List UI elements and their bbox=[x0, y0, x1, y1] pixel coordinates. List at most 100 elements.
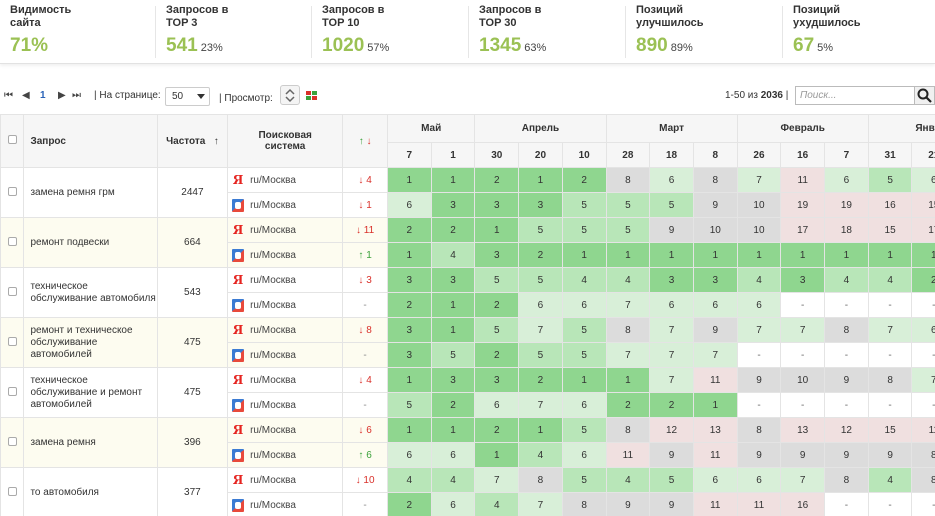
position-cell[interactable]: 4 bbox=[605, 467, 651, 493]
position-cell[interactable]: 1 bbox=[430, 292, 476, 318]
position-cell[interactable]: 6 bbox=[561, 392, 607, 418]
query-text[interactable]: ремонт и техническое обслуживание автомо… bbox=[23, 317, 158, 368]
position-cell[interactable]: 4 bbox=[518, 442, 563, 468]
position-cell[interactable]: 2 bbox=[649, 392, 694, 418]
position-cell[interactable]: 6 bbox=[736, 292, 782, 318]
position-cell[interactable]: 3 bbox=[474, 367, 520, 393]
position-cell[interactable]: - bbox=[824, 392, 869, 418]
position-cell[interactable]: 2 bbox=[386, 217, 432, 243]
position-cell[interactable]: 5 bbox=[518, 267, 563, 293]
header-engine[interactable]: Поисковая система bbox=[227, 114, 344, 168]
position-cell[interactable]: 3 bbox=[474, 242, 520, 268]
position-cell[interactable]: - bbox=[867, 392, 913, 418]
position-cell[interactable]: 6 bbox=[386, 192, 432, 218]
position-cell[interactable]: 8 bbox=[605, 167, 651, 193]
per-page-select[interactable]: 50 bbox=[165, 87, 210, 106]
position-cell[interactable]: 9 bbox=[780, 442, 826, 468]
position-cell[interactable]: 6 bbox=[518, 292, 563, 318]
position-cell[interactable]: 6 bbox=[692, 467, 738, 493]
position-cell[interactable]: 2 bbox=[474, 292, 520, 318]
position-cell[interactable]: 1 bbox=[518, 417, 563, 443]
position-cell[interactable]: - bbox=[736, 392, 782, 418]
position-cell[interactable]: 8 bbox=[518, 467, 563, 493]
position-cell[interactable]: 3 bbox=[649, 267, 694, 293]
position-cell[interactable]: 9 bbox=[824, 367, 869, 393]
position-cell[interactable]: 1 bbox=[386, 367, 432, 393]
position-cell[interactable]: 10 bbox=[780, 367, 826, 393]
position-cell[interactable]: 7 bbox=[518, 317, 563, 343]
date-header[interactable]: 30 bbox=[474, 142, 520, 168]
position-cell[interactable]: 10 bbox=[736, 217, 782, 243]
date-header[interactable]: 28 bbox=[605, 142, 651, 168]
position-cell[interactable]: 7 bbox=[649, 342, 694, 368]
position-cell[interactable]: 1 bbox=[561, 367, 607, 393]
position-cell[interactable]: - bbox=[780, 292, 826, 318]
position-cell[interactable]: 1 bbox=[386, 417, 432, 443]
position-cell[interactable]: 7 bbox=[867, 317, 913, 343]
query-text[interactable]: замена ремня bbox=[23, 417, 158, 468]
position-cell[interactable]: 5 bbox=[561, 467, 607, 493]
position-cell[interactable]: 4 bbox=[605, 267, 651, 293]
position-cell[interactable]: 15 bbox=[867, 417, 913, 443]
position-cell[interactable]: 5 bbox=[430, 342, 476, 368]
row-checkbox[interactable] bbox=[7, 286, 17, 296]
position-cell[interactable]: 5 bbox=[518, 217, 563, 243]
search-input[interactable]: Поиск... bbox=[795, 86, 915, 105]
position-cell[interactable]: - bbox=[780, 342, 826, 368]
position-cell[interactable]: - bbox=[867, 342, 913, 368]
row-checkbox[interactable] bbox=[7, 236, 17, 246]
header-query[interactable]: Запрос bbox=[23, 114, 158, 168]
position-cell[interactable]: 3 bbox=[518, 192, 563, 218]
position-cell[interactable]: 2 bbox=[518, 242, 563, 268]
position-cell[interactable]: 3 bbox=[386, 342, 432, 368]
position-cell[interactable]: 9 bbox=[824, 442, 869, 468]
position-cell[interactable]: 4 bbox=[430, 467, 476, 493]
position-cell[interactable]: 10 bbox=[736, 192, 782, 218]
position-cell[interactable]: 1 bbox=[386, 167, 432, 193]
position-cell[interactable]: 1 bbox=[692, 242, 738, 268]
position-cell[interactable]: 11 bbox=[605, 442, 651, 468]
position-cell[interactable]: 11 bbox=[692, 442, 738, 468]
position-cell[interactable]: 9 bbox=[649, 442, 694, 468]
position-cell[interactable]: 2 bbox=[430, 392, 476, 418]
position-cell[interactable]: 1 bbox=[867, 242, 913, 268]
position-cell[interactable]: 8 bbox=[692, 167, 738, 193]
position-cell[interactable]: 1 bbox=[605, 242, 651, 268]
position-cell[interactable]: 5 bbox=[649, 467, 694, 493]
position-cell[interactable]: 2 bbox=[474, 342, 520, 368]
position-cell[interactable]: 2 bbox=[911, 267, 935, 293]
position-cell[interactable]: 5 bbox=[386, 392, 432, 418]
position-cell[interactable]: 6 bbox=[911, 167, 935, 193]
position-cell[interactable]: 1 bbox=[605, 367, 651, 393]
position-cell[interactable]: 7 bbox=[780, 317, 826, 343]
position-cell[interactable]: 6 bbox=[692, 292, 738, 318]
date-header[interactable]: 7 bbox=[386, 142, 432, 168]
query-text[interactable]: техническое обслуживание и ремонт автомо… bbox=[23, 367, 158, 418]
position-cell[interactable]: - bbox=[824, 492, 869, 516]
position-cell[interactable]: 7 bbox=[692, 342, 738, 368]
position-cell[interactable]: 5 bbox=[649, 192, 694, 218]
position-cell[interactable]: 1 bbox=[474, 217, 520, 243]
position-cell[interactable]: 1 bbox=[649, 242, 694, 268]
position-cell[interactable]: 1 bbox=[430, 167, 476, 193]
position-cell[interactable]: 4 bbox=[430, 242, 476, 268]
view-compact-button[interactable] bbox=[280, 85, 300, 105]
position-cell[interactable]: 2 bbox=[474, 417, 520, 443]
position-cell[interactable]: 7 bbox=[736, 167, 782, 193]
position-cell[interactable]: 8 bbox=[911, 467, 935, 493]
position-cell[interactable]: 10 bbox=[692, 217, 738, 243]
position-cell[interactable]: 6 bbox=[474, 392, 520, 418]
position-cell[interactable]: 8 bbox=[736, 417, 782, 443]
position-cell[interactable]: 12 bbox=[824, 417, 869, 443]
position-cell[interactable]: 7 bbox=[780, 467, 826, 493]
position-cell[interactable]: 5 bbox=[867, 167, 913, 193]
position-cell[interactable]: 9 bbox=[649, 217, 694, 243]
position-cell[interactable]: 6 bbox=[911, 317, 935, 343]
date-header[interactable]: 18 bbox=[649, 142, 694, 168]
position-cell[interactable]: 8 bbox=[824, 467, 869, 493]
position-cell[interactable]: 5 bbox=[605, 217, 651, 243]
position-cell[interactable]: 5 bbox=[561, 192, 607, 218]
position-cell[interactable]: 6 bbox=[430, 442, 476, 468]
position-cell[interactable]: 6 bbox=[561, 442, 607, 468]
position-cell[interactable]: 11 bbox=[692, 492, 738, 516]
